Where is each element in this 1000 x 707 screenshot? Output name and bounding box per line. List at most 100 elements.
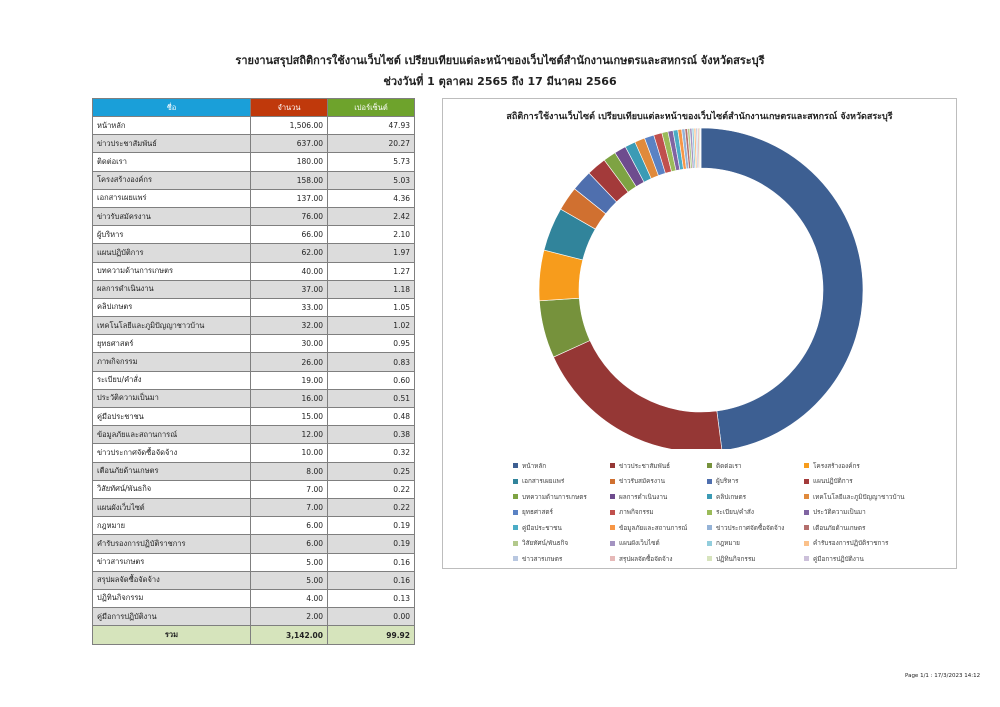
legend-label: ปฏิทินกิจกรรม [716, 554, 756, 563]
cell-percent: 5.73 [327, 152, 415, 172]
cell-name: คู่มือการปฏิบัติงาน [92, 607, 251, 627]
table-row: ผลการดำเนินงาน 37.00 1.18 [92, 279, 415, 299]
table-row: คู่มือการปฏิบัติงาน 2.00 0.00 [92, 607, 415, 627]
cell-percent: 4.36 [327, 188, 415, 208]
legend-item: ข้อมูลภัยและสถานการณ์ [610, 523, 707, 532]
cell-count: 12.00 [250, 425, 328, 445]
legend-item: บทความด้านการเกษตร [513, 492, 610, 501]
legend-label: หน้าหลัก [522, 461, 547, 470]
cell-count: 7.00 [250, 497, 328, 518]
legend-swatch [804, 540, 809, 546]
cell-count: 6.00 [250, 516, 328, 536]
chart-legend: หน้าหลัก ข่าวประชาสัมพันธ์ ติดต่อเรา โครงสร… [513, 461, 953, 563]
table-row: ข้อมูลภัยและสถานการณ์ 12.00 0.38 [92, 425, 415, 445]
table-row: แผนผังเว็บไซต์ 7.00 0.22 [92, 497, 415, 518]
legend-item: เอกสารเผยแพร่ [513, 477, 610, 486]
table-row: ยุทธศาสตร์ 30.00 0.95 [92, 334, 415, 354]
legend-swatch [610, 540, 615, 546]
cell-count: 10.00 [250, 443, 328, 463]
table-row: กฎหมาย 6.00 0.19 [92, 516, 415, 536]
legend-swatch [610, 509, 615, 515]
cell-name: ข้อมูลภัยและสถานการณ์ [92, 425, 251, 445]
table-row: คำรับรองการปฏิบัติราชการ 6.00 0.19 [92, 534, 415, 554]
legend-item: คำรับรองการปฏิบัติราชการ [804, 539, 914, 548]
legend-label: เตือนภัยด้านเกษตร [813, 523, 866, 532]
legend-item: โครงสร้างองค์กร [804, 461, 914, 470]
header-count: จำนวน [250, 98, 328, 117]
legend-swatch [610, 463, 615, 468]
legend-label: เทคโนโลยีและภูมิปัญญาชาวบ้าน [813, 492, 905, 501]
legend-swatch [513, 540, 518, 546]
table-row: สรุปผลจัดซื้อจัดจ้าง 5.00 0.16 [92, 570, 415, 590]
cell-percent: 1.97 [327, 243, 415, 263]
header-percent: เปอร์เซ็นต์ [327, 98, 415, 117]
cell-percent: 0.83 [327, 352, 415, 372]
cell-percent: 0.95 [327, 334, 415, 354]
cell-percent: 0.00 [327, 607, 415, 627]
table-row: ระเบียบ/คำสั่ง 19.00 0.60 [92, 370, 415, 390]
legend-label: คู่มือประชาชน [522, 523, 562, 532]
cell-name: ข่าวประชาสัมพันธ์ [92, 134, 251, 154]
legend-label: บทความด้านการเกษตร [522, 492, 587, 501]
legend-item: แผนปฏิบัติการ [804, 477, 914, 486]
cell-percent: 1.02 [327, 316, 415, 336]
legend-swatch [707, 556, 712, 561]
cell-count: 637.00 [250, 134, 328, 154]
donut-slice [700, 127, 864, 449]
cell-name: ข่าวรับสมัครงาน [92, 206, 251, 227]
table-row: ประวัติความเป็นมา 16.00 0.51 [92, 388, 415, 409]
table-row: ภาพกิจกรรม 26.00 0.83 [92, 352, 415, 372]
legend-swatch [804, 494, 809, 499]
table-row: ผู้บริหาร 66.00 2.10 [92, 225, 415, 245]
cell-name: ปฏิทินกิจกรรม [92, 588, 251, 609]
legend-label: แผนผังเว็บไซต์ [619, 539, 660, 547]
cell-percent: 0.16 [327, 552, 415, 572]
legend-label: ข้อมูลภัยและสถานการณ์ [619, 523, 688, 532]
legend-label: คลิปเกษตร [716, 492, 747, 501]
legend-item: แผนผังเว็บไซต์ [610, 539, 707, 548]
legend-label: ข่าวประชาสัมพันธ์ [619, 461, 670, 470]
cell-count: 30.00 [250, 334, 328, 354]
cell-count: 7.00 [250, 479, 328, 499]
legend-item: ข่าวสารเกษตร [513, 554, 610, 563]
cell-name: ผู้บริหาร [92, 225, 251, 245]
table-row: ข่าวประชาสัมพันธ์ 637.00 20.27 [92, 134, 415, 154]
cell-count: 26.00 [250, 352, 328, 372]
cell-count: 62.00 [250, 243, 328, 263]
cell-name: ติดต่อเรา [92, 152, 251, 172]
table-row: เตือนภัยด้านเกษตร 8.00 0.25 [92, 461, 415, 481]
total-percent: 99.92 [327, 625, 415, 646]
cell-percent: 1.27 [327, 261, 415, 281]
cell-name: ภาพกิจกรรม [92, 352, 251, 372]
cell-count: 76.00 [250, 206, 328, 227]
legend-label: วิสัยทัศน์/พันธกิจ [522, 539, 569, 547]
legend-label: ติดต่อเรา [716, 461, 742, 470]
table-row: หน้าหลัก 1,506.00 47.93 [92, 115, 415, 136]
report-date-range: ช่วงวันที่ 1 ตุลาคม 2565 ถึง 17 มีนาคม 2… [383, 75, 617, 88]
donut-chart [538, 127, 864, 449]
cell-name: คลิปเกษตร [92, 297, 251, 318]
legend-swatch [513, 494, 518, 499]
chart-title: สถิติการใช้งานเว็บไซต์ เปรียบเทียบแต่ละห… [506, 112, 893, 122]
legend-swatch [610, 525, 615, 530]
legend-item: ข่าวรับสมัครงาน [610, 477, 707, 486]
cell-percent: 0.25 [327, 461, 415, 481]
table-row: เอกสารเผยแพร่ 137.00 4.36 [92, 188, 415, 208]
table-row: เทคโนโลยีและภูมิปัญญาชาวบ้าน 32.00 1.02 [92, 316, 415, 336]
legend-label: ประวัติความเป็นมา [813, 508, 866, 516]
legend-item: คู่มือประชาชน [513, 523, 610, 532]
cell-percent: 0.13 [327, 588, 415, 609]
report-title: รายงานสรุปสถิติการใช้งานเว็บไซต์ เปรียบเ… [235, 54, 765, 67]
cell-percent: 0.60 [327, 370, 415, 390]
legend-label: กฎหมาย [716, 539, 740, 547]
page-footer: Page 1/1 : 17/3/2023 14:12 [905, 673, 981, 679]
legend-swatch [610, 556, 615, 561]
legend-swatch [513, 556, 518, 561]
table-total-row: รวม 3,142.00 99.92 [92, 625, 415, 646]
header-name: ชื่อ [92, 98, 251, 117]
legend-item: ยุทธศาสตร์ [513, 508, 610, 517]
legend-item: เตือนภัยด้านเกษตร [804, 523, 914, 532]
legend-swatch [707, 509, 712, 515]
cell-name: แผนปฏิบัติการ [92, 243, 251, 263]
cell-name: ข่าวประกาศจัดซื้อจัดจ้าง [92, 443, 251, 463]
